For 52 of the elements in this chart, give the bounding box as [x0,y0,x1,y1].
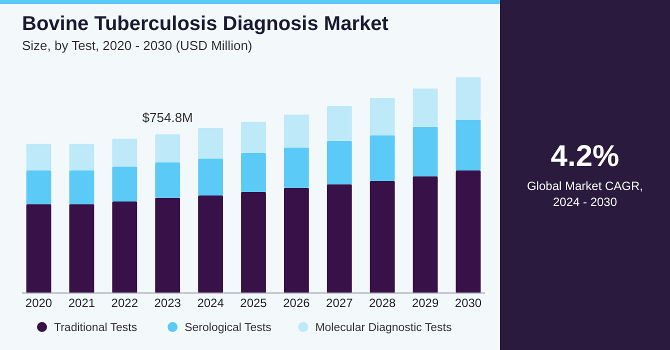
bar [69,170,94,204]
bar [370,98,395,136]
bar [198,195,224,293]
bar [370,135,395,182]
bar [456,170,481,293]
bar [284,148,309,188]
bar [198,158,224,196]
bar [112,138,138,167]
x-tick-label: 2026 [283,296,310,310]
x-tick-label: 2021 [68,296,96,310]
x-tick-label: 2024 [197,296,224,310]
x-tick-label: 2025 [240,296,268,310]
x-tick-label: 2022 [111,296,138,310]
bar [326,106,352,141]
bar [241,152,266,192]
bar [26,144,52,170]
chart-subtitle: Size, by Test, 2020 - 2030 (USD Million) [22,38,252,53]
x-tick-label: 2023 [154,296,182,310]
x-tick-label: 2030 [454,296,482,310]
bar [155,134,180,162]
x-tick-label: 2028 [369,296,396,310]
legend-label: Molecular Diagnostic Tests [315,322,452,334]
text: 4.2% [550,140,620,173]
bar [26,170,52,204]
bar [326,184,352,293]
bar [456,77,481,120]
bar [112,166,138,202]
bar [155,198,180,293]
bar [370,181,395,293]
bar [69,144,94,170]
bar [112,202,138,293]
bar [456,120,481,170]
bar [412,88,438,127]
chart-title: Bovine Tuberculosis Diagnosis Market [22,13,389,35]
annotation: $754.8M [142,110,193,126]
x-tick-label: 2027 [326,296,354,310]
bar [26,204,52,293]
x-tick-label: 2029 [412,296,439,310]
bar [241,192,266,293]
bar [284,114,309,148]
legend-label: Serological Tests [184,322,272,334]
bar [284,188,309,293]
bar [69,204,94,293]
bar [412,176,438,293]
text: Global Market CAGR, 2024 - 2030 [526,179,644,209]
bar [412,126,438,176]
bar [198,128,224,159]
bar [241,122,266,153]
bar [155,162,180,198]
legend-label: Traditional Tests [54,322,138,334]
bar [326,140,352,184]
x-tick-label: 2020 [25,296,52,310]
